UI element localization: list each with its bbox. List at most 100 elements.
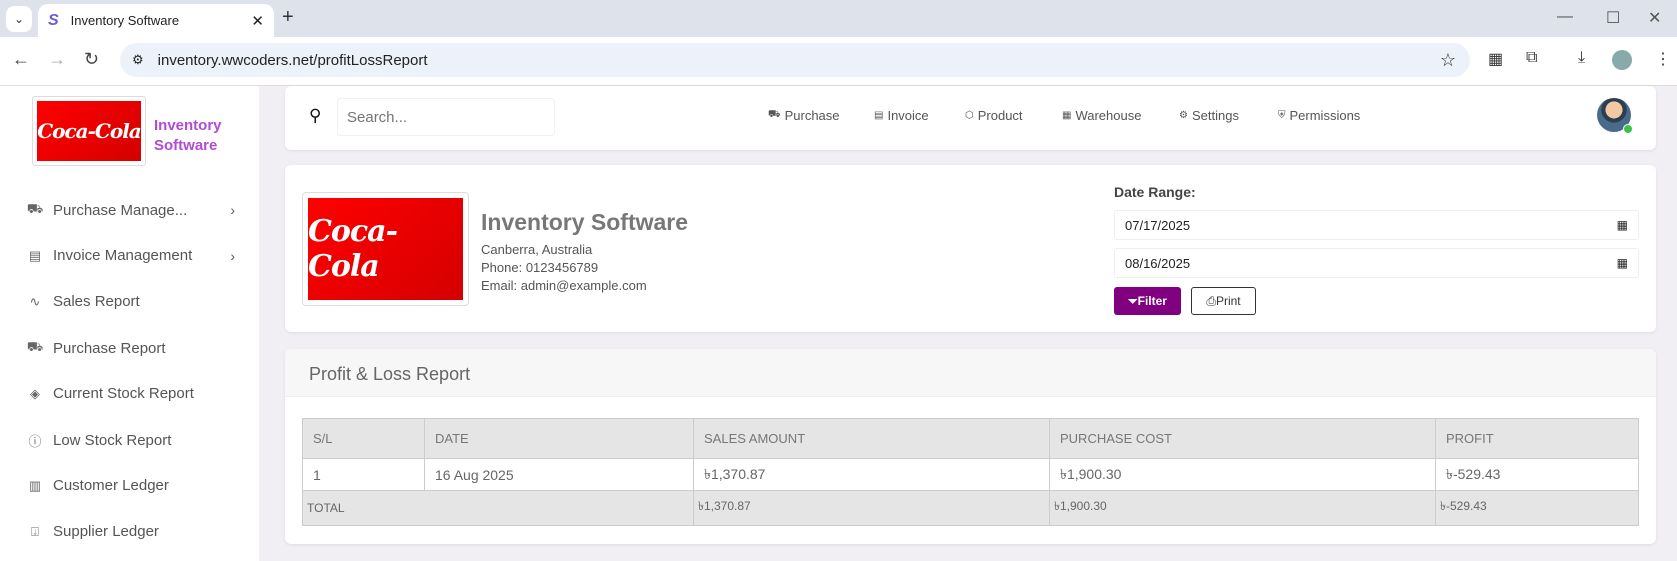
forward-icon[interactable]: → [48,49,66,69]
sidebar-item-purchase-manage[interactable]: ⛟ Purchase Manage... › [25,201,235,219]
download-box-icon: ⍗ [31,523,39,539]
nav-label: Product [977,108,1023,123]
column-header: PROFIT [1435,418,1639,459]
book-icon: ▥ [28,477,42,493]
cart-icon: ⛟ [26,339,44,354]
sidebar-brand[interactable]: Inventory Software [154,117,222,154]
nav-label: Invoice [887,108,929,123]
invoice-icon: ▤ [28,247,42,263]
maximize-icon[interactable]: ☐ [1606,10,1621,27]
user-avatar[interactable] [1597,98,1633,134]
url-bar[interactable]: ⚙ inventory.wwcoders.net/profitLossRepor… [120,43,1470,77]
printer-icon: ⎙ [1206,293,1216,308]
nav-label: Purchase [784,108,840,123]
tab-search-button[interactable]: ⌄ [6,6,32,32]
date-to-value: 08/16/2025 [1125,255,1191,271]
reload-icon[interactable]: ↻ [84,49,100,69]
table-cell: 16 Aug 2025 [424,458,694,491]
invoice-icon: ▤ [874,110,884,121]
favicon-icon: S [48,11,59,29]
column-header: S/L [302,418,425,459]
sidebar-item-supplier-ledger[interactable]: ⍗ Supplier Ledger [25,523,235,540]
chevron-right-icon: › [230,202,235,218]
date-from-input[interactable]: 07/17/2025 ▦ [1114,210,1639,240]
column-header: DATE [424,418,694,459]
sidebar-item-label: Invoice Management [53,247,193,264]
date-to-input[interactable]: 08/16/2025 ▦ [1114,248,1639,278]
table-cell: ৳1,900.30 [1049,458,1436,491]
report-title: Profit & Loss Report [285,349,1656,397]
calendar-icon[interactable]: ▦ [1616,256,1628,270]
date-range-label: Date Range: [1114,184,1196,200]
sidebar-item-label: Supplier Ledger [53,523,159,540]
table-row: 1 16 Aug 2025 ৳1,370.87 ৳1,900.30 ৳-529.43 [302,458,1639,491]
nav-label: Warehouse [1075,108,1142,123]
close-window-icon[interactable]: ✕ [1648,10,1662,27]
print-button[interactable]: ⎙Print [1191,287,1256,315]
layers-icon: ◈ [30,385,40,401]
qr-code-icon[interactable]: ▦ [1488,51,1504,68]
sidebar-item-customer-ledger[interactable]: ▥ Customer Ledger [25,477,235,494]
filter-icon: ⏷ [1128,293,1138,308]
nav-label: Permissions [1289,108,1361,123]
nav-product[interactable]: ⬡ Product [965,108,1023,123]
chart-line-icon: ∿ [29,293,41,309]
cart-icon: ⛟ [26,201,44,216]
sidebar-item-label: Sales Report [53,293,140,310]
close-tab-icon[interactable]: ✕ [251,12,264,30]
back-icon[interactable]: ← [12,49,30,69]
minimize-icon[interactable]: — [1557,8,1573,25]
sidebar-item-invoice-management[interactable]: ▤ Invoice Management › [25,247,235,264]
nav-permissions[interactable]: ⛨ Permissions [1278,108,1360,123]
filter-button[interactable]: ⏷Filter [1114,287,1181,315]
bookmark-star-icon[interactable]: ☆ [1439,49,1456,70]
sidebar-item-current-stock-report[interactable]: ◈ Current Stock Report [25,385,235,402]
print-label: Print [1215,293,1241,308]
menu-kebab-icon[interactable]: ⋮ [1655,51,1671,68]
calendar-icon[interactable]: ▦ [1616,218,1628,232]
sidebar-item-label: Current Stock Report [53,385,194,402]
download-icon[interactable]: ⤓ [1578,49,1586,66]
new-tab-button[interactable]: + [282,6,294,28]
nav-purchase[interactable]: ⛟ Purchase [768,108,840,123]
sidebar-logo[interactable]: Coca-Cola [32,96,146,166]
nav-label: Settings [1191,108,1239,123]
date-from-value: 07/17/2025 [1125,217,1191,233]
nav-invoice[interactable]: ▤ Invoice [874,108,929,123]
total-profit: ৳-529.43 [1435,490,1639,526]
table-cell: ৳1,370.87 [693,458,1050,491]
building-icon: ▦ [1062,110,1072,121]
browser-tab[interactable]: S Inventory Software ✕ [38,4,274,37]
nav-settings[interactable]: ⚙ Settings [1179,108,1239,123]
search-input[interactable] [337,98,555,136]
company-address: Canberra, Australia [481,242,593,257]
box-icon: ⬡ [965,110,974,121]
nav-warehouse[interactable]: ▦ Warehouse [1062,108,1141,123]
url-text: inventory.wwcoders.net/profitLossReport [157,51,428,69]
sidebar-item-purchase-report[interactable]: ⛟ Purchase Report [25,339,235,357]
sidebar-item-label: Customer Ledger [53,477,169,494]
total-row: TOTAL ৳1,370.87 ৳1,900.30 ৳-529.43 [302,490,1639,526]
profile-avatar[interactable] [1612,50,1632,70]
company-email: Email: admin@example.com [481,278,647,293]
coca-cola-logo: Coca-Cola [308,198,463,300]
table-cell: ৳-529.43 [1435,458,1639,491]
cart-icon: ⛟ [768,109,781,120]
column-header: PURCHASE COST [1049,418,1436,459]
filter-label: Filter [1137,293,1167,308]
company-phone: Phone: 0123456789 [481,260,599,275]
sidebar-item-sales-report[interactable]: ∿ Sales Report [25,293,235,310]
coca-cola-logo: Coca-Cola [37,101,142,161]
search-icon[interactable]: ⚲ [309,106,322,125]
tab-title: Inventory Software [70,13,180,28]
total-label: TOTAL [302,490,694,526]
sidebar-item-low-stock-report[interactable]: ⓘ Low Stock Report [25,431,235,450]
gear-icon: ⚙ [1179,110,1188,121]
extensions-icon[interactable]: ⧉ [1526,49,1538,66]
alert-circle-icon: ⓘ [28,434,42,449]
column-header: SALES AMOUNT [693,418,1050,459]
site-info-icon[interactable]: ⚙ [132,52,144,67]
company-card: Coca-Cola Inventory Software Canberra, A… [285,165,1656,332]
company-logo: Coca-Cola [302,192,469,306]
online-status-dot [1623,124,1633,134]
